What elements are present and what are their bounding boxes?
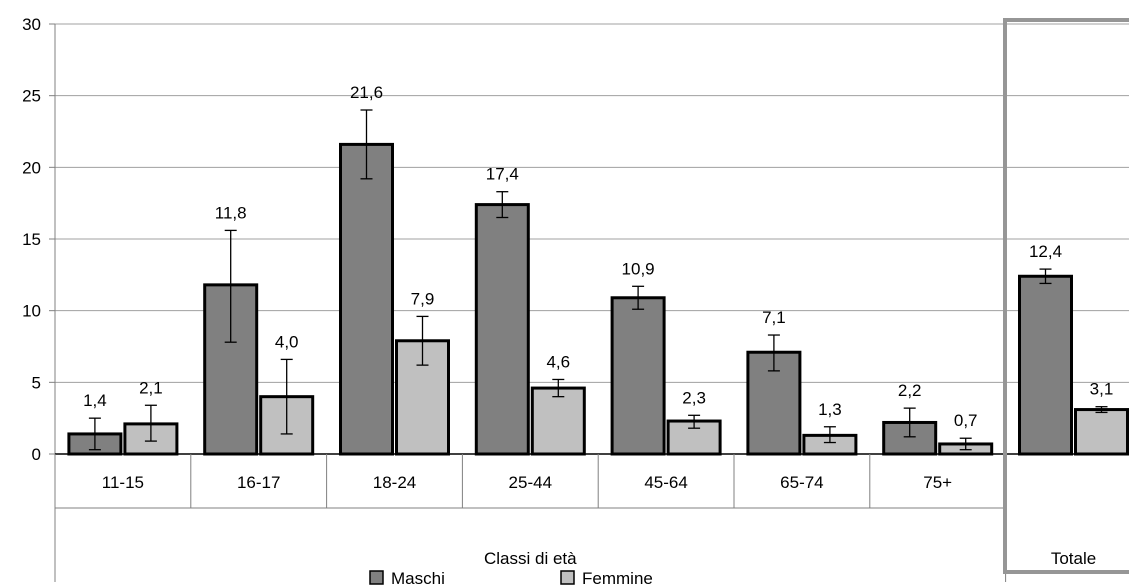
bar-maschi [474, 203, 530, 456]
legend: Maschi Femmine [369, 569, 653, 588]
data-label: 7,9 [411, 289, 435, 308]
data-label: 2,1 [139, 378, 163, 397]
x-category-label: 11-15 [102, 473, 144, 492]
x-category-label: Totale [1051, 549, 1096, 568]
legend-swatch-femmine [560, 570, 575, 585]
y-tick-label: 0 [32, 445, 41, 464]
legend-swatch-maschi [369, 570, 384, 585]
totale-highlight-frame [1003, 18, 1129, 574]
bar-femmine [1074, 408, 1129, 456]
x-category-label: 45-64 [644, 473, 687, 492]
x-category-label: 18-24 [373, 473, 416, 492]
data-label: 1,3 [818, 400, 842, 419]
x-category-label: 25-44 [509, 473, 552, 492]
x-axis: 11-15 16-17 18-24 25-44 45-64 65-74 75+ Totale C… [54, 453, 1129, 582]
legend-label-maschi: Maschi [391, 569, 445, 588]
bar-maschi [1018, 274, 1073, 456]
y-tick-label: 20 [22, 158, 41, 177]
x-category-label: 75+ [923, 473, 952, 492]
data-label: 21,6 [350, 83, 383, 102]
y-tick-label: 15 [22, 230, 41, 249]
x-group-label: Classi di età [484, 549, 577, 568]
y-tick-label: 25 [22, 87, 41, 106]
bars [67, 142, 1129, 456]
bar-maschi [610, 296, 666, 456]
data-label: 1,4 [83, 391, 107, 410]
data-label: 17,4 [486, 165, 519, 184]
y-tick-label: 30 [22, 15, 41, 34]
data-label: 10,9 [622, 259, 655, 278]
x-category-label: 16-17 [237, 473, 280, 492]
data-labels: 1,4 2,1 11,8 4,0 21,6 7,9 17,4 4,6 10,9 2,3 7,1 1,3… [83, 83, 1113, 430]
bar-maschi [339, 142, 394, 456]
data-label: 12,4 [1029, 242, 1062, 261]
data-label: 11,8 [215, 203, 247, 222]
bar-maschi [203, 283, 259, 456]
data-label: 3,1 [1090, 380, 1114, 399]
y-tick-label: 5 [32, 373, 41, 392]
y-axis: 0 5 10 15 20 25 30 [22, 15, 56, 582]
error-bars [88, 109, 1108, 451]
bar-femmine [530, 386, 586, 456]
data-label: 2,3 [682, 388, 706, 407]
x-category-label: 65-74 [780, 473, 823, 492]
data-label: 0,7 [954, 411, 978, 430]
data-label: 2,2 [898, 381, 922, 400]
legend-label-femmine: Femmine [582, 569, 653, 588]
data-label: 4,0 [275, 332, 299, 351]
data-label: 4,6 [546, 352, 570, 371]
y-tick-label: 10 [22, 302, 41, 321]
data-label: 7,1 [762, 308, 786, 327]
